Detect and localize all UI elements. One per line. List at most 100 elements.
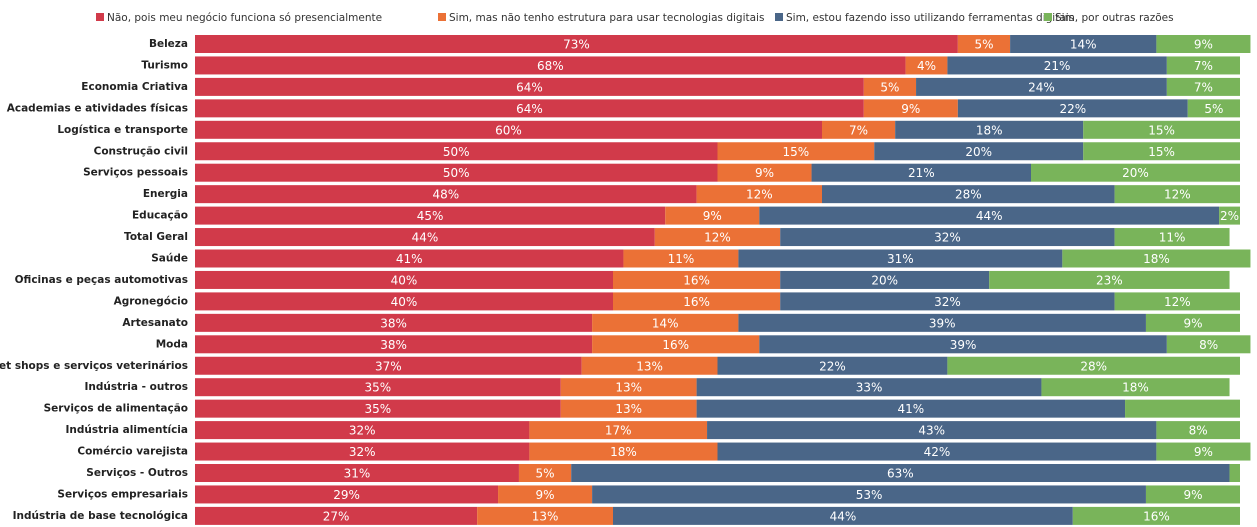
bar-segment [195,206,666,225]
data-label: 28% [1080,359,1107,373]
data-label: 38% [380,316,407,330]
data-label: 48% [432,188,459,202]
bar-segment [195,249,624,268]
bar-segment [1041,378,1230,397]
bar-segment [822,185,1115,204]
bar-segment [1156,421,1240,440]
bar-segment [195,442,530,461]
category-label: Construção civil [94,145,188,157]
legend-swatch [1044,13,1052,21]
category-label: Energia [143,188,188,200]
category-label: Pet shops e serviços veterinários [0,360,188,372]
bar-segment [1114,228,1230,247]
category-label: Serviços - Outros [86,467,188,479]
bar-segment [780,228,1115,247]
data-label: 23% [1096,273,1123,287]
data-label: 11% [668,252,695,266]
data-label: 31% [887,252,914,266]
data-label: 39% [929,316,956,330]
category-label: Indústria alimentícia [65,424,188,436]
data-label: 40% [391,295,418,309]
data-label: 31% [344,467,371,481]
data-label: 29% [333,488,360,502]
bar-segment [780,292,1115,311]
data-label: 9% [536,488,555,502]
data-label: 11% [1159,231,1186,245]
bar-segment [1031,163,1240,182]
bar-segment [780,270,990,289]
bar-segment [613,270,781,289]
bar-segment [195,185,697,204]
bar-segment [195,120,822,139]
data-label: 53% [856,488,883,502]
category-label: Economia Criativa [81,81,188,93]
legend-swatch [96,13,104,21]
bar-segment [1072,506,1240,525]
category-label: Educação [132,210,188,222]
data-label: 45% [417,209,444,223]
bar-segment [1219,206,1240,225]
legend-swatch [775,13,783,21]
bar-segment [717,356,948,375]
data-label: 9% [1194,445,1213,459]
bar-segment [195,35,958,53]
bar-segment [592,313,739,332]
category-label: Serviços pessoais [83,167,188,179]
data-label: 13% [615,381,642,395]
data-label: 9% [1183,316,1202,330]
category-label: Comércio varejista [77,446,188,458]
bar-segment [1145,485,1240,504]
category-label: Agronegócio [114,295,188,307]
bar-segment [529,421,708,440]
data-label: 40% [391,273,418,287]
data-label: 12% [746,188,773,202]
bar-segment [560,399,697,418]
bar-segment [1166,335,1251,354]
data-label: 5% [1204,102,1223,116]
bar-segment [195,292,613,311]
bar-segment [811,163,1031,182]
bar-segment [696,185,822,204]
bar-segment [989,270,1230,289]
data-label: 7% [1194,59,1213,73]
data-label: 18% [976,123,1003,137]
data-label: 32% [349,424,376,438]
legend-label: Sim, mas não tenho estrutura para usar t… [449,12,764,24]
data-label: 13% [636,359,663,373]
bar-segment [195,399,561,418]
bar-segment [874,142,1084,161]
data-label: 50% [443,166,470,180]
data-label: 43% [918,424,945,438]
data-label: 16% [683,273,710,287]
bar-segment [195,485,499,504]
data-label: 16% [683,295,710,309]
bar-segment [195,335,593,354]
legend-label: Não, pois meu negócio funciona só presen… [107,12,382,24]
bar-segment [654,228,781,247]
data-label: 41% [897,402,924,416]
bar-segment [195,464,519,482]
bar-segment [623,249,739,268]
data-label: 68% [537,59,564,73]
category-label: Artesanato [122,317,188,329]
data-label: 13% [532,509,559,523]
data-label: 9% [1194,38,1213,52]
data-label: 60% [495,123,522,137]
data-label: 5% [536,467,555,481]
bar-segment [195,99,864,118]
data-label: 13% [615,402,642,416]
data-label: 64% [516,80,543,94]
category-label: Indústria - outros [84,381,188,393]
category-label: Oficinas e peças automotivas [15,274,188,286]
data-label: 64% [516,102,543,116]
data-label: 16% [662,338,689,352]
data-label: 22% [1059,102,1086,116]
bar-segment [905,56,948,75]
bar-segment [759,335,1167,354]
bar-segment [1114,185,1240,204]
bar-segment [947,356,1240,375]
data-label: 73% [563,38,590,52]
data-label: 4% [917,59,936,73]
bar-segment [518,464,572,482]
data-label: 32% [934,295,961,309]
